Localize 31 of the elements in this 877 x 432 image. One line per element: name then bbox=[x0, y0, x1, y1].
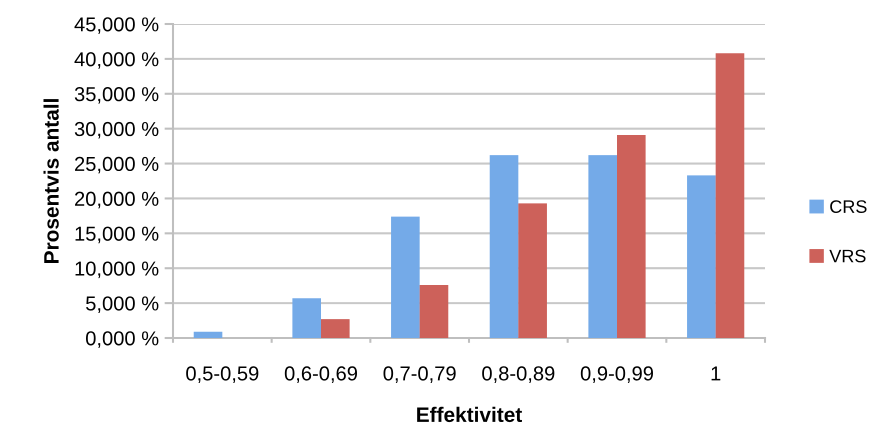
x-tick-label: 0,5-0,59 bbox=[186, 366, 258, 383]
legend-label: CRS bbox=[830, 200, 867, 213]
bar bbox=[518, 203, 547, 338]
bar bbox=[588, 155, 617, 338]
y-tick-label: 40,000 % bbox=[74, 52, 158, 69]
y-tick-label: 25,000 % bbox=[75, 156, 158, 174]
y-tick-label: 0,000 % bbox=[86, 331, 158, 348]
y-tick-label: 10,000 % bbox=[76, 261, 158, 278]
x-tick-label: 0,9-0,99 bbox=[580, 366, 653, 383]
x-tick-label: 1 bbox=[712, 366, 720, 380]
x-tick-label: 0,6-0,69 bbox=[284, 366, 357, 383]
x-tick-label: 0,7-0,79 bbox=[384, 366, 456, 383]
y-axis-title: Prosentvis antall bbox=[43, 99, 59, 263]
bar bbox=[716, 53, 744, 338]
y-tick-label: 30,000 % bbox=[74, 122, 158, 139]
y-tick-label: 35,000 % bbox=[74, 87, 158, 104]
y-tick-label: 20,000 % bbox=[75, 192, 158, 208]
x-axis-title: Effektivitet bbox=[417, 406, 522, 422]
bar bbox=[391, 216, 420, 338]
y-tick-label: 15,000 % bbox=[76, 226, 158, 244]
bar bbox=[617, 134, 646, 338]
legend-label: VRS bbox=[829, 250, 866, 262]
bar bbox=[194, 332, 222, 338]
y-tick-label: 45,000 % bbox=[74, 17, 158, 34]
bar bbox=[292, 298, 321, 338]
x-tick-label: 0,8-0,89 bbox=[482, 366, 554, 383]
bar bbox=[321, 319, 350, 338]
bar bbox=[490, 155, 518, 338]
y-tick-label: 5,000 % bbox=[86, 296, 158, 313]
bar bbox=[687, 175, 716, 338]
bar bbox=[420, 284, 448, 338]
